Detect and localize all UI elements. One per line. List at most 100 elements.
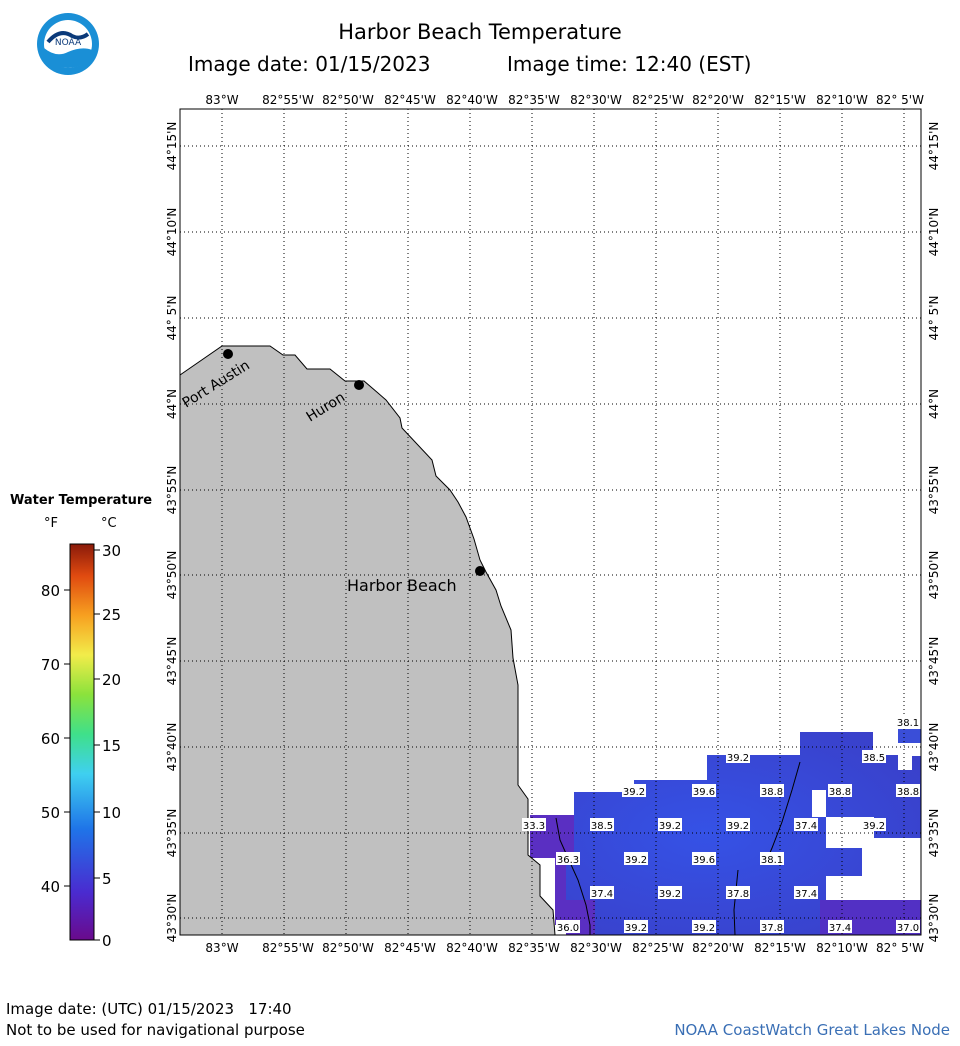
legend-unit-f: °F xyxy=(44,516,58,531)
lon-label: 83°W xyxy=(205,941,238,955)
lat-label: 44°15'N xyxy=(927,122,941,171)
temp-label: 38.1 xyxy=(897,718,919,729)
image-date: Image date: 01/15/2023 xyxy=(188,52,431,76)
temp-label: 36.3 xyxy=(557,855,579,866)
temp-label: 37.4 xyxy=(829,923,851,934)
lon-label: 82°20'W xyxy=(692,941,744,955)
graticule xyxy=(180,109,921,935)
lon-label: 82°35'W xyxy=(508,93,560,107)
lon-label: 82°15'W xyxy=(754,93,806,107)
lon-label: 82°25'W xyxy=(632,941,684,955)
lon-label: 82°30'W xyxy=(570,941,622,955)
place-markers xyxy=(223,349,485,576)
temp-label: 39.2 xyxy=(727,821,749,832)
legend-title: Water Temperature xyxy=(10,493,153,508)
lat-label: 43°30'N xyxy=(927,894,941,943)
land-thumb-region xyxy=(179,345,556,936)
lon-label: 82°55'W xyxy=(262,93,314,107)
footer-utc-date: Image date: (UTC) 01/15/2023 17:40 xyxy=(6,1000,292,1018)
f-tick: 50 xyxy=(41,804,60,822)
f-tick: 70 xyxy=(41,656,60,674)
temp-label: 36.0 xyxy=(557,923,579,934)
lat-label: 43°45'N xyxy=(165,637,179,686)
harbor-beach-marker xyxy=(475,566,485,576)
lon-label: 82°30'W xyxy=(570,93,622,107)
temperature-labels: 38.1 39.2 38.5 39.2 39.6 38.8 38.8 38.8 … xyxy=(522,715,920,934)
lon-label: 82°50'W xyxy=(322,93,374,107)
c-tick: 15 xyxy=(102,737,121,755)
noaa-logo-icon: NOAA xyxy=(37,13,99,75)
lat-labels-left: 44°15'N 44°10'N 44° 5'N 44°N 43°55'N 43°… xyxy=(165,122,179,943)
lat-label: 44°10'N xyxy=(165,208,179,257)
lon-labels-bottom: 83°W 82°55'W 82°50'W 82°45'W 82°40'W 82°… xyxy=(205,941,924,955)
c-tick: 30 xyxy=(102,542,121,560)
temp-label: 38.5 xyxy=(591,821,613,832)
huron-marker xyxy=(354,380,364,390)
temp-label: 39.2 xyxy=(625,855,647,866)
c-tick: 10 xyxy=(102,804,121,822)
lon-label: 82°15'W xyxy=(754,941,806,955)
temp-label: 38.8 xyxy=(761,787,783,798)
port-austin-marker xyxy=(223,349,233,359)
lat-label: 43°40'N xyxy=(165,723,179,772)
temp-label: 37.8 xyxy=(727,889,749,900)
legend-unit-c: °C xyxy=(101,516,117,531)
footer-disclaimer: Not to be used for navigational purpose xyxy=(6,1021,305,1039)
lon-label: 82°40'W xyxy=(446,941,498,955)
lon-label: 82°45'W xyxy=(384,93,436,107)
f-tick: 60 xyxy=(41,730,60,748)
lat-label: 43°35'N xyxy=(927,809,941,858)
c-tick: 5 xyxy=(102,870,112,888)
c-tick: 20 xyxy=(102,671,121,689)
lat-label: 43°50'N xyxy=(165,551,179,600)
lat-label: 44°N xyxy=(927,389,941,419)
temp-label: 33.3 xyxy=(523,821,545,832)
temp-label: 38.8 xyxy=(897,787,919,798)
lat-label: 43°35'N xyxy=(165,809,179,858)
lon-label: 82°25'W xyxy=(632,93,684,107)
lat-label: 44° 5'N xyxy=(927,296,941,341)
temp-label: 39.2 xyxy=(693,923,715,934)
temp-label: 39.6 xyxy=(693,855,715,866)
lon-label: 82° 5'W xyxy=(876,941,924,955)
temp-label: 39.2 xyxy=(659,821,681,832)
lat-label: 43°45'N xyxy=(927,637,941,686)
c-tick: 0 xyxy=(102,932,112,950)
lat-label: 43°50'N xyxy=(927,551,941,600)
temp-label: 38.5 xyxy=(863,753,885,764)
color-bar: 80 70 60 50 40 30 25 20 15 10 5 0 xyxy=(41,542,121,950)
lon-label: 82°35'W xyxy=(508,941,560,955)
temp-label: 37.4 xyxy=(591,889,613,900)
lon-label: 82°20'W xyxy=(692,93,744,107)
lat-labels-right: 44°15'N 44°10'N 44° 5'N 44°N 43°55'N 43°… xyxy=(927,122,941,943)
temp-label: 39.6 xyxy=(693,787,715,798)
temp-label: 37.4 xyxy=(795,821,817,832)
temp-label: 39.2 xyxy=(727,753,749,764)
lon-label: 82°40'W xyxy=(446,93,498,107)
temp-label: 37.4 xyxy=(795,889,817,900)
temp-label: 39.2 xyxy=(863,821,885,832)
temp-label: 37.0 xyxy=(897,923,919,934)
lat-label: 43°55'N xyxy=(165,466,179,515)
lat-label: 44°15'N xyxy=(165,122,179,171)
lat-label: 44°10'N xyxy=(927,208,941,257)
temp-label: 39.2 xyxy=(625,923,647,934)
f-tick: 80 xyxy=(41,582,60,600)
c-tick: 25 xyxy=(102,606,121,624)
map-title: Harbor Beach Temperature xyxy=(338,20,622,44)
lon-label: 82°10'W xyxy=(816,93,868,107)
footer-credit: NOAA CoastWatch Great Lakes Node xyxy=(674,1021,950,1039)
lon-label: 82°50'W xyxy=(322,941,374,955)
logo-text: NOAA xyxy=(55,38,82,48)
temp-label: 38.1 xyxy=(761,855,783,866)
lon-label: 82°55'W xyxy=(262,941,314,955)
lon-labels-top: 83°W 82°55'W 82°50'W 82°45'W 82°40'W 82°… xyxy=(205,93,924,107)
lat-label: 44° 5'N xyxy=(165,296,179,341)
image-time: Image time: 12:40 (EST) xyxy=(507,52,752,76)
f-tick: 40 xyxy=(41,878,60,896)
temp-label: 39.2 xyxy=(623,787,645,798)
lon-label: 83°W xyxy=(205,93,238,107)
temp-label: 38.8 xyxy=(829,787,851,798)
lat-label: 43°30'N xyxy=(165,894,179,943)
